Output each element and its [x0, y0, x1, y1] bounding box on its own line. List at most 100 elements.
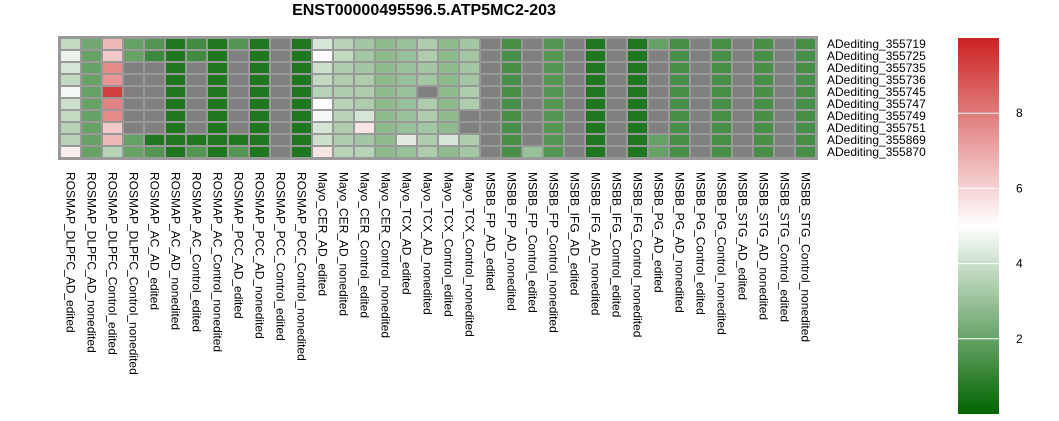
heatmap-cell	[649, 75, 668, 85]
heatmap-cell	[334, 99, 353, 109]
heatmap-cell	[733, 87, 752, 97]
heatmap-cell	[376, 99, 395, 109]
heatmap-cell	[628, 39, 647, 49]
column-label: ROSMAP_DLPFC_Control_nonedited	[127, 172, 141, 375]
heatmap-cell	[397, 39, 416, 49]
column-label: Mayo_CER_Control_edited	[358, 172, 372, 318]
heatmap-cell	[229, 39, 248, 49]
column-label: MSBB_PG_Control_edited	[694, 172, 708, 315]
heatmap-cell	[628, 123, 647, 133]
row-label: ADediting_355719	[827, 37, 926, 51]
heatmap-cell	[166, 39, 185, 49]
heatmap-cell	[376, 39, 395, 49]
heatmap-cell	[397, 99, 416, 109]
heatmap-cell	[691, 39, 710, 49]
color-legend: 2 4 6 8	[958, 38, 1023, 414]
heatmap-cell	[460, 51, 479, 61]
heatmap-cell	[292, 111, 311, 121]
heatmap-cell	[397, 51, 416, 61]
heatmap-cell	[481, 147, 500, 157]
heatmap-cell	[103, 63, 122, 73]
heatmap-cell	[313, 87, 332, 97]
heatmap-cell	[523, 75, 542, 85]
chart-title: ENST00000495596.5.ATP5MC2-203	[292, 2, 556, 19]
heatmap-cell	[712, 147, 731, 157]
heatmap-cell	[313, 51, 332, 61]
heatmap-cell	[250, 123, 269, 133]
heatmap-cell	[523, 123, 542, 133]
heatmap-cell	[313, 63, 332, 73]
heatmap-cell	[355, 51, 374, 61]
heatmap-cell	[103, 147, 122, 157]
heatmap-cell	[145, 63, 164, 73]
heatmap-cell	[544, 99, 563, 109]
heatmap-cell	[628, 99, 647, 109]
heatmap-cell	[565, 123, 584, 133]
heatmap-cell	[670, 147, 689, 157]
column-label: MSBB_FP_Control_edited	[526, 172, 540, 313]
heatmap-cell	[229, 135, 248, 145]
heatmap-cell	[439, 99, 458, 109]
heatmap-cell	[670, 63, 689, 73]
heatmap-cell	[61, 63, 80, 73]
heatmap-cell	[271, 111, 290, 121]
column-label: Mayo_CER_Control_nonedited	[379, 172, 393, 338]
heatmap-cell	[145, 147, 164, 157]
heatmap-cell	[565, 75, 584, 85]
heatmap-cell	[523, 111, 542, 121]
heatmap-cell	[271, 87, 290, 97]
heatmap-cell	[229, 147, 248, 157]
heatmap-cell	[334, 63, 353, 73]
heatmap-cell	[586, 135, 605, 145]
heatmap-cell	[628, 135, 647, 145]
heatmap-cell	[166, 123, 185, 133]
heatmap-cell	[250, 111, 269, 121]
heatmap-cell	[229, 111, 248, 121]
heatmap-cell	[796, 75, 815, 85]
heatmap-cell	[565, 99, 584, 109]
heatmap-cell	[460, 147, 479, 157]
heatmap-cell	[586, 51, 605, 61]
heatmap-cell	[145, 111, 164, 121]
heatmap-cell	[397, 123, 416, 133]
heatmap-cell	[82, 75, 101, 85]
heatmap-cell	[418, 51, 437, 61]
column-label: MSBB_PG_AD_nonedited	[673, 172, 687, 313]
heatmap-cell	[187, 75, 206, 85]
heatmap-cell	[754, 147, 773, 157]
heatmap-cell	[733, 99, 752, 109]
heatmap-cell	[166, 147, 185, 157]
heatmap-cell	[502, 111, 521, 121]
heatmap-cell	[376, 123, 395, 133]
heatmap-cell	[460, 75, 479, 85]
heatmap-cell	[334, 51, 353, 61]
column-label: ROSMAP_PCC_AD_nonedited	[253, 172, 267, 339]
heatmap-cell	[439, 51, 458, 61]
heatmap-cell	[502, 51, 521, 61]
heatmap-cell	[250, 99, 269, 109]
heatmap-cell	[607, 111, 626, 121]
heatmap-cell	[565, 111, 584, 121]
heatmap-cell	[796, 99, 815, 109]
heatmap-cell	[271, 147, 290, 157]
heatmap-cell	[481, 135, 500, 145]
heatmap-cell	[754, 51, 773, 61]
heatmap-cell	[712, 135, 731, 145]
heatmap-cell	[355, 147, 374, 157]
heatmap-cell	[124, 87, 143, 97]
heatmap-cell	[691, 51, 710, 61]
heatmap-cell	[208, 87, 227, 97]
heatmap-cell	[292, 123, 311, 133]
heatmap-cell	[397, 63, 416, 73]
heatmap-cell	[607, 147, 626, 157]
heatmap-cell	[796, 63, 815, 73]
row-label: ADediting_355870	[827, 145, 926, 159]
heatmap-cell	[565, 63, 584, 73]
heatmap-cell	[502, 63, 521, 73]
heatmap-cell	[208, 51, 227, 61]
heatmap-cell	[292, 87, 311, 97]
heatmap-cell	[796, 135, 815, 145]
heatmap-cell	[775, 75, 794, 85]
heatmap-cell	[775, 135, 794, 145]
